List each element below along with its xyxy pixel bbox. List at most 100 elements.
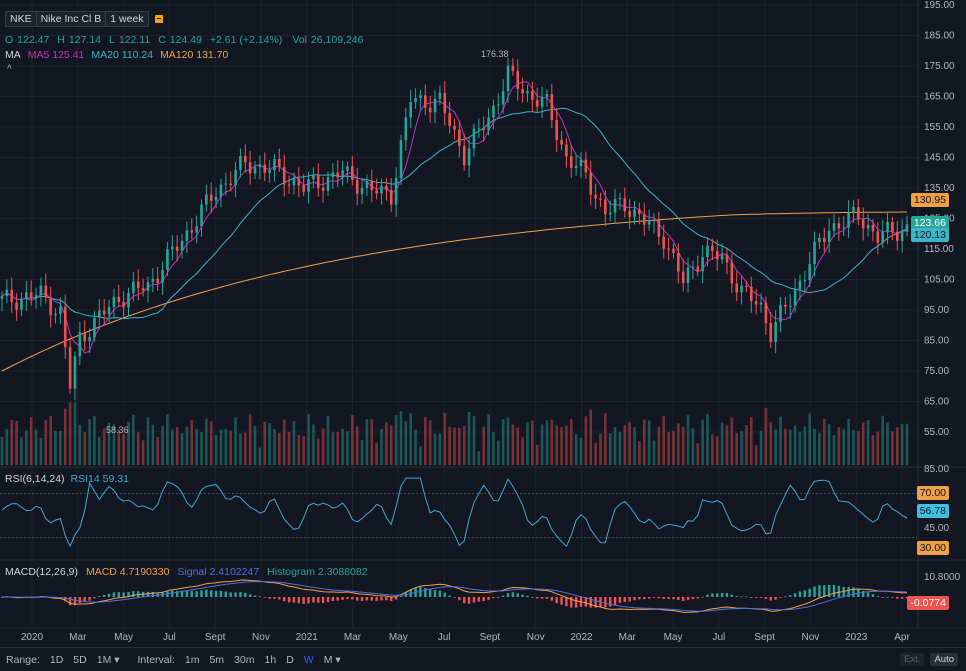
candle-body <box>458 129 461 146</box>
interval-1m[interactable]: 1m <box>184 653 200 666</box>
macd-histogram-bar <box>107 593 111 597</box>
macd-histogram-bar <box>900 597 904 599</box>
volume-bar <box>316 438 320 465</box>
candle-body <box>900 231 904 241</box>
candle-body <box>652 220 656 222</box>
ext-toggle[interactable]: Ext. <box>900 653 925 666</box>
macd-histogram-bar <box>876 596 880 598</box>
signal-line <box>1 580 908 612</box>
candle-body <box>774 322 777 342</box>
auto-toggle[interactable]: Auto <box>930 653 958 666</box>
interval-m[interactable]: M ▾ <box>323 653 341 666</box>
candle-body <box>112 296 116 308</box>
candle-body <box>579 159 583 166</box>
macd-histogram-bar <box>151 591 155 597</box>
interval-5m[interactable]: 5m <box>209 653 225 666</box>
candle-body <box>312 175 315 180</box>
axes: 195.00 185.00 175.00 165.00 155.00 145.00 135.… <box>0 0 966 643</box>
candle-body <box>78 332 82 357</box>
candle-body <box>190 230 194 233</box>
low-label: L <box>109 34 115 46</box>
macd-histogram-bar <box>331 597 335 602</box>
candle-body <box>516 71 520 89</box>
interval-1h[interactable]: 1h <box>264 653 277 666</box>
time-axis-label: Jul <box>712 632 725 643</box>
volume-bar <box>25 430 28 465</box>
volume-bar <box>613 427 617 465</box>
candle-body <box>730 262 734 284</box>
macd-histogram-bar <box>472 597 476 603</box>
volume-bar <box>209 421 213 465</box>
collapse-icon[interactable]: ^ <box>7 64 12 75</box>
volume-bar <box>360 440 364 465</box>
macd-histogram-bar <box>570 597 573 608</box>
candle-body <box>667 248 670 250</box>
range-1m[interactable]: 1M ▾ <box>96 653 120 666</box>
macd-histogram-bar <box>905 597 909 599</box>
candle-body <box>886 222 889 233</box>
volume-bar <box>681 426 685 465</box>
candle-body <box>438 92 442 99</box>
volume-bar <box>132 414 135 465</box>
interval-w[interactable]: W <box>303 653 314 666</box>
candle-body <box>847 211 850 228</box>
candle-body <box>389 190 393 205</box>
volume-bar <box>112 424 116 465</box>
candle-body <box>195 226 198 233</box>
volume-bar <box>297 435 301 465</box>
macd-histogram-bar <box>146 591 150 597</box>
symbol-chip[interactable]: NKE <box>5 11 37 27</box>
candle-body <box>492 105 495 118</box>
macd-histogram-bar <box>866 592 870 597</box>
volume-bar <box>774 429 777 465</box>
volume-bar <box>166 414 169 465</box>
volume-bar <box>876 431 880 465</box>
macd-label: MACD(12,26,9) <box>5 566 78 578</box>
macd-histogram-bar <box>789 595 792 597</box>
macd-histogram-bar <box>68 597 72 606</box>
macd-histogram-bar <box>823 585 826 597</box>
volume-bar <box>170 429 174 465</box>
volume-bar <box>793 425 797 465</box>
volume-bar <box>326 415 330 465</box>
volume-bar <box>754 445 758 465</box>
candle-body <box>691 266 695 268</box>
volume-bar <box>871 435 875 465</box>
macd-histogram-bar <box>317 597 320 603</box>
macd-header: MACD(12,26,9) MACD 4.7190330 Signal 2.41… <box>5 566 368 578</box>
macd-histogram-bar <box>531 596 534 598</box>
volume-bar <box>550 419 554 465</box>
volume-bar <box>764 407 768 465</box>
change-value: +2.61 (+2.14%) <box>209 34 283 46</box>
high-label: H <box>57 34 65 46</box>
volume-bar <box>506 417 510 465</box>
macd-histogram-bar <box>263 597 266 598</box>
volume-bar <box>589 409 593 465</box>
macd-histogram-bar <box>302 597 305 604</box>
candle-body <box>706 245 709 258</box>
interval-30m[interactable]: 30m <box>234 653 255 666</box>
high-value: 127.14 <box>68 34 102 46</box>
candle-body <box>44 285 48 298</box>
volume-bar <box>531 420 534 465</box>
macd-histogram-bar <box>871 594 875 597</box>
candle-body <box>93 317 96 338</box>
macd-histogram-bar <box>443 592 446 597</box>
range-5d[interactable]: 5D <box>73 653 87 666</box>
volume-bar <box>891 431 894 465</box>
volume-bar <box>433 433 437 465</box>
interval-chip[interactable]: 1 week <box>105 11 149 27</box>
range-1d[interactable]: 1D <box>49 653 64 666</box>
volume-bar <box>224 428 228 465</box>
macd-histogram-bar <box>453 597 456 598</box>
macd-histogram-bar <box>574 597 578 608</box>
interval-d[interactable]: D <box>286 653 294 666</box>
symbol-row: NKE Nike Inc Cl B 1 week <box>5 11 163 27</box>
alert-icon[interactable] <box>154 15 163 23</box>
macd-histogram-bar <box>205 589 208 597</box>
macd-histogram-bar <box>730 594 734 597</box>
volume-bar <box>394 414 398 465</box>
candle-body <box>370 181 374 191</box>
volume-bars <box>0 402 909 465</box>
